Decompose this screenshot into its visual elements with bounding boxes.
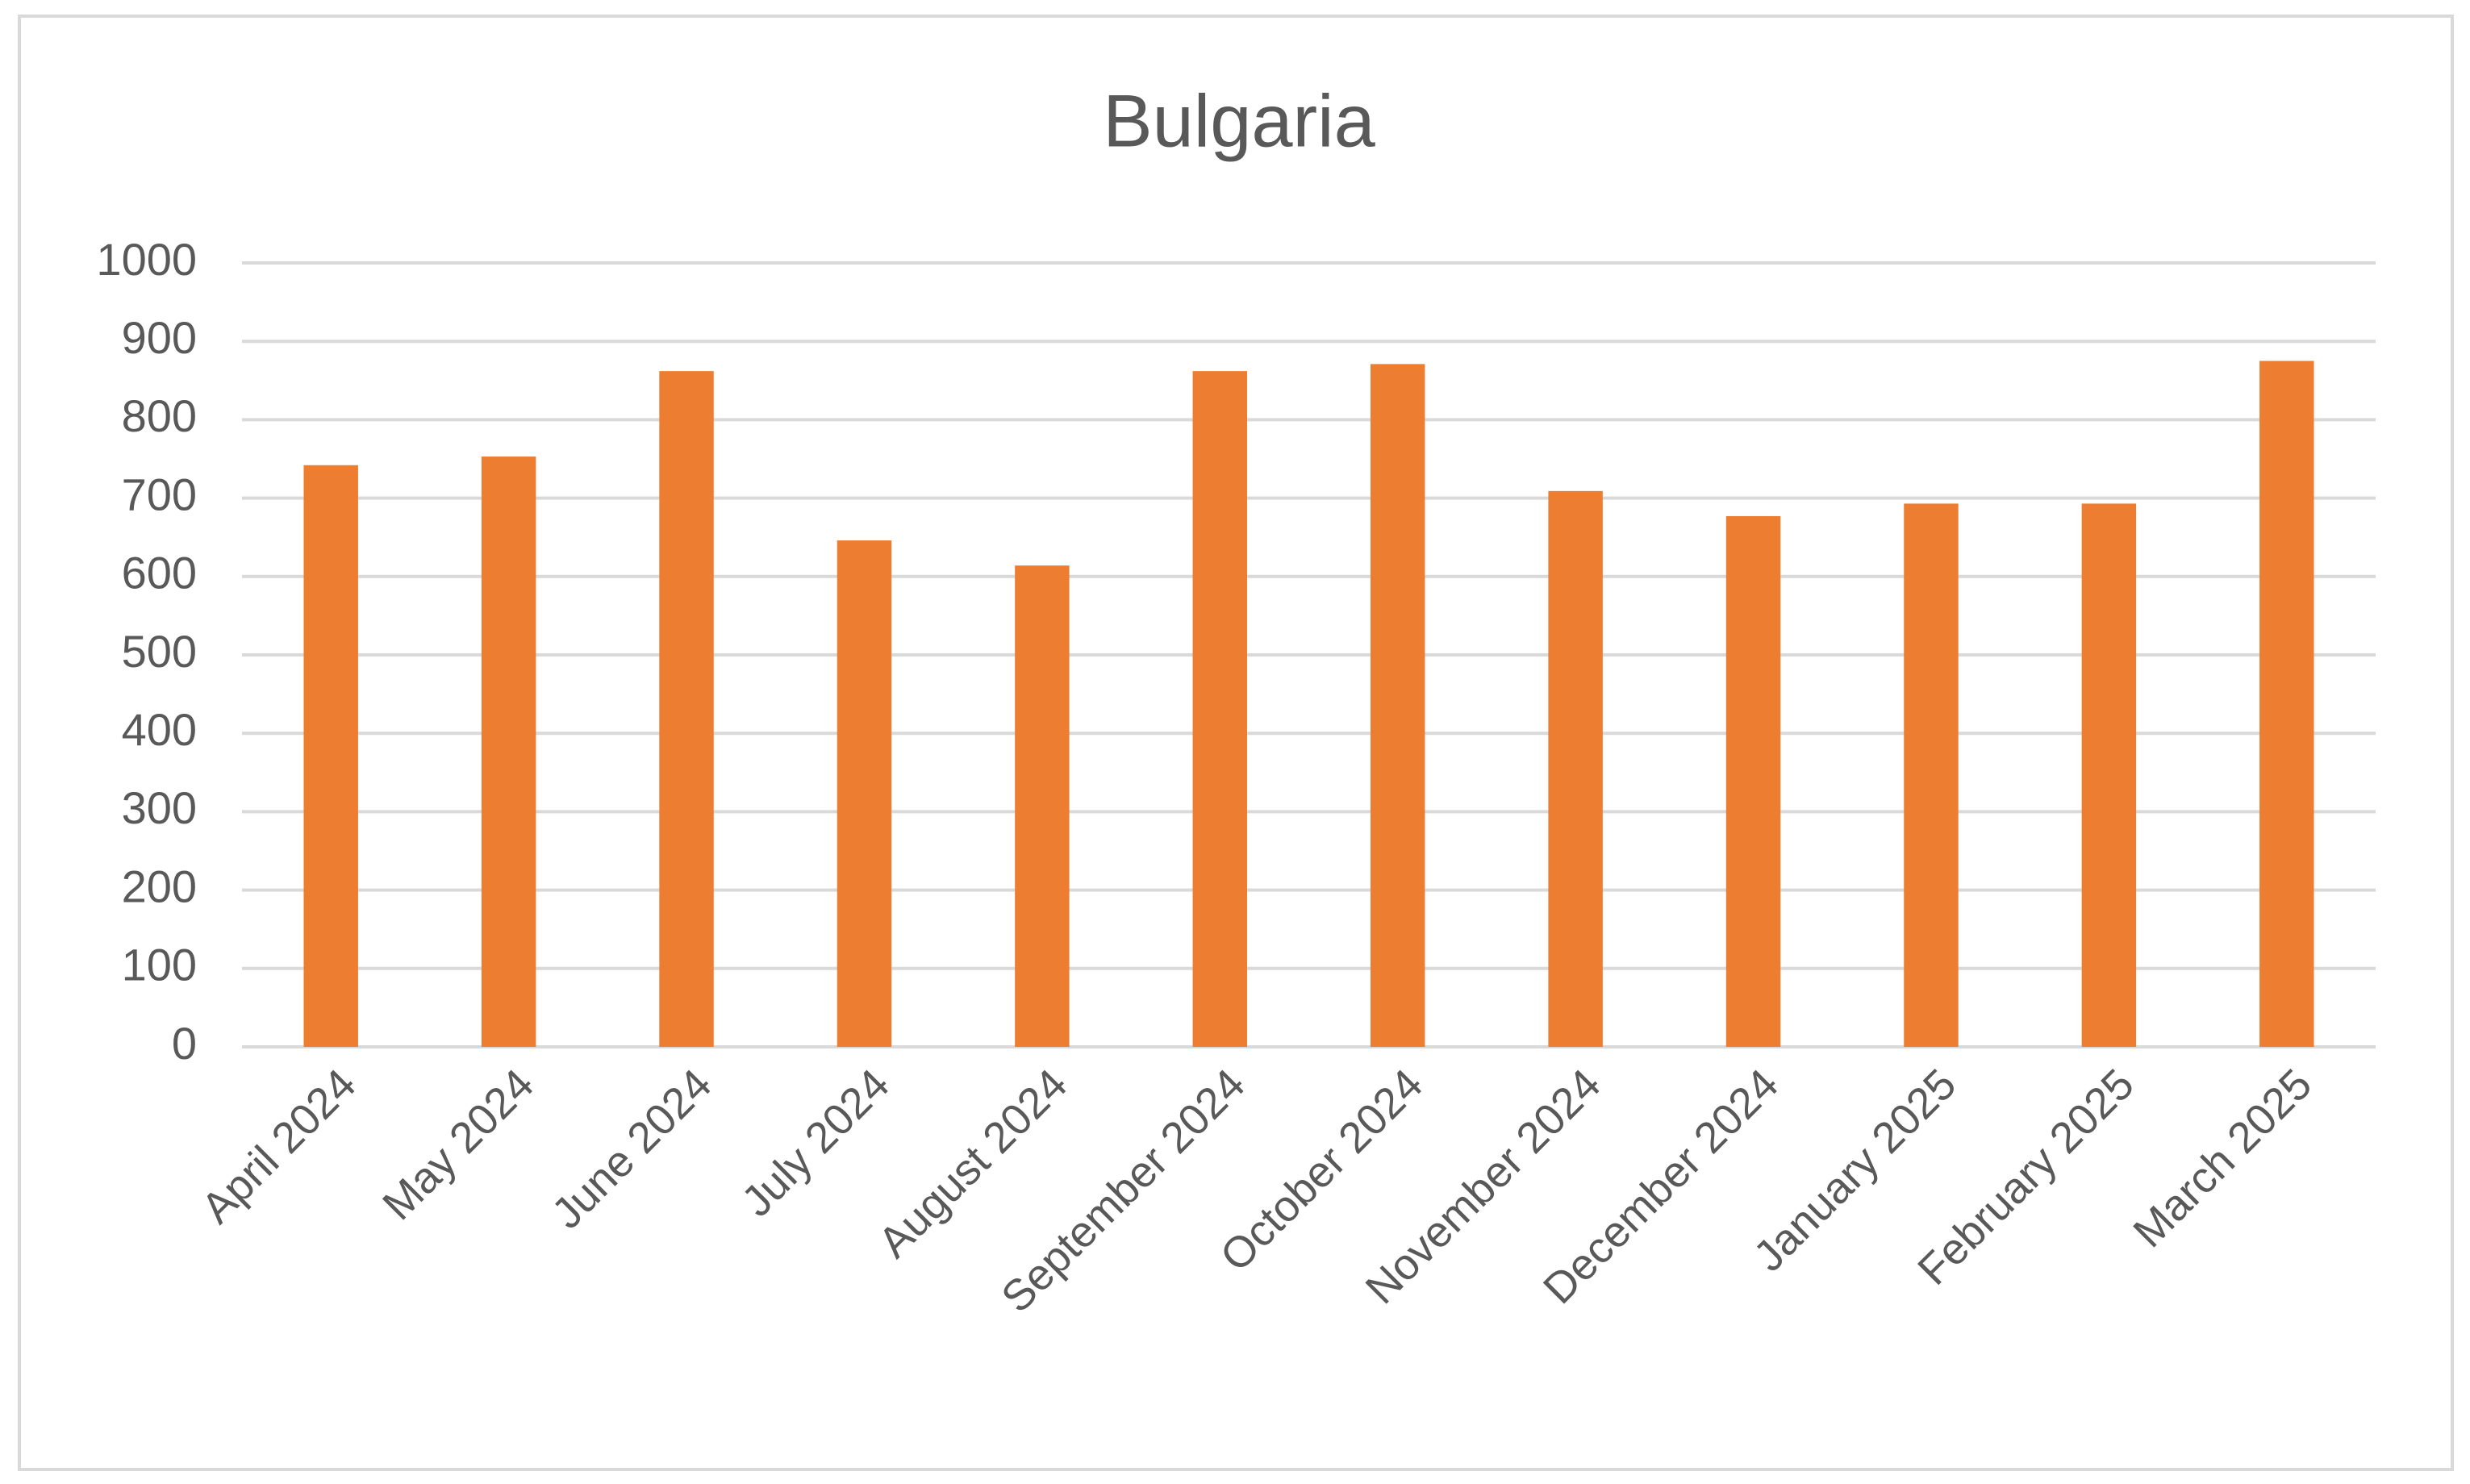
y-tick-label: 700 [122,469,197,519]
y-tick-label: 600 [122,548,197,598]
y-tick-label: 400 [122,704,197,755]
bar [1725,515,1781,1047]
bar [1015,565,1070,1047]
bar [303,465,358,1047]
bar [1370,364,1425,1047]
y-tick-label: 200 [122,861,197,911]
bar [1192,371,1248,1047]
bar [659,371,714,1047]
y-tick-label: 500 [122,626,197,677]
y-tick-label: 0 [172,1018,197,1069]
bar [1548,490,1603,1047]
y-tick-label: 800 [122,390,197,441]
bar [2081,503,2137,1047]
chart-title: Bulgaria [1103,80,1375,162]
bar [837,540,892,1047]
bar [481,456,536,1047]
y-tick-label: 300 [122,782,197,833]
y-tick-label: 1000 [96,234,197,285]
bar [2259,361,2314,1047]
bar [1904,503,1959,1047]
y-tick-label: 100 [122,940,197,990]
y-tick-label: 900 [122,312,197,363]
